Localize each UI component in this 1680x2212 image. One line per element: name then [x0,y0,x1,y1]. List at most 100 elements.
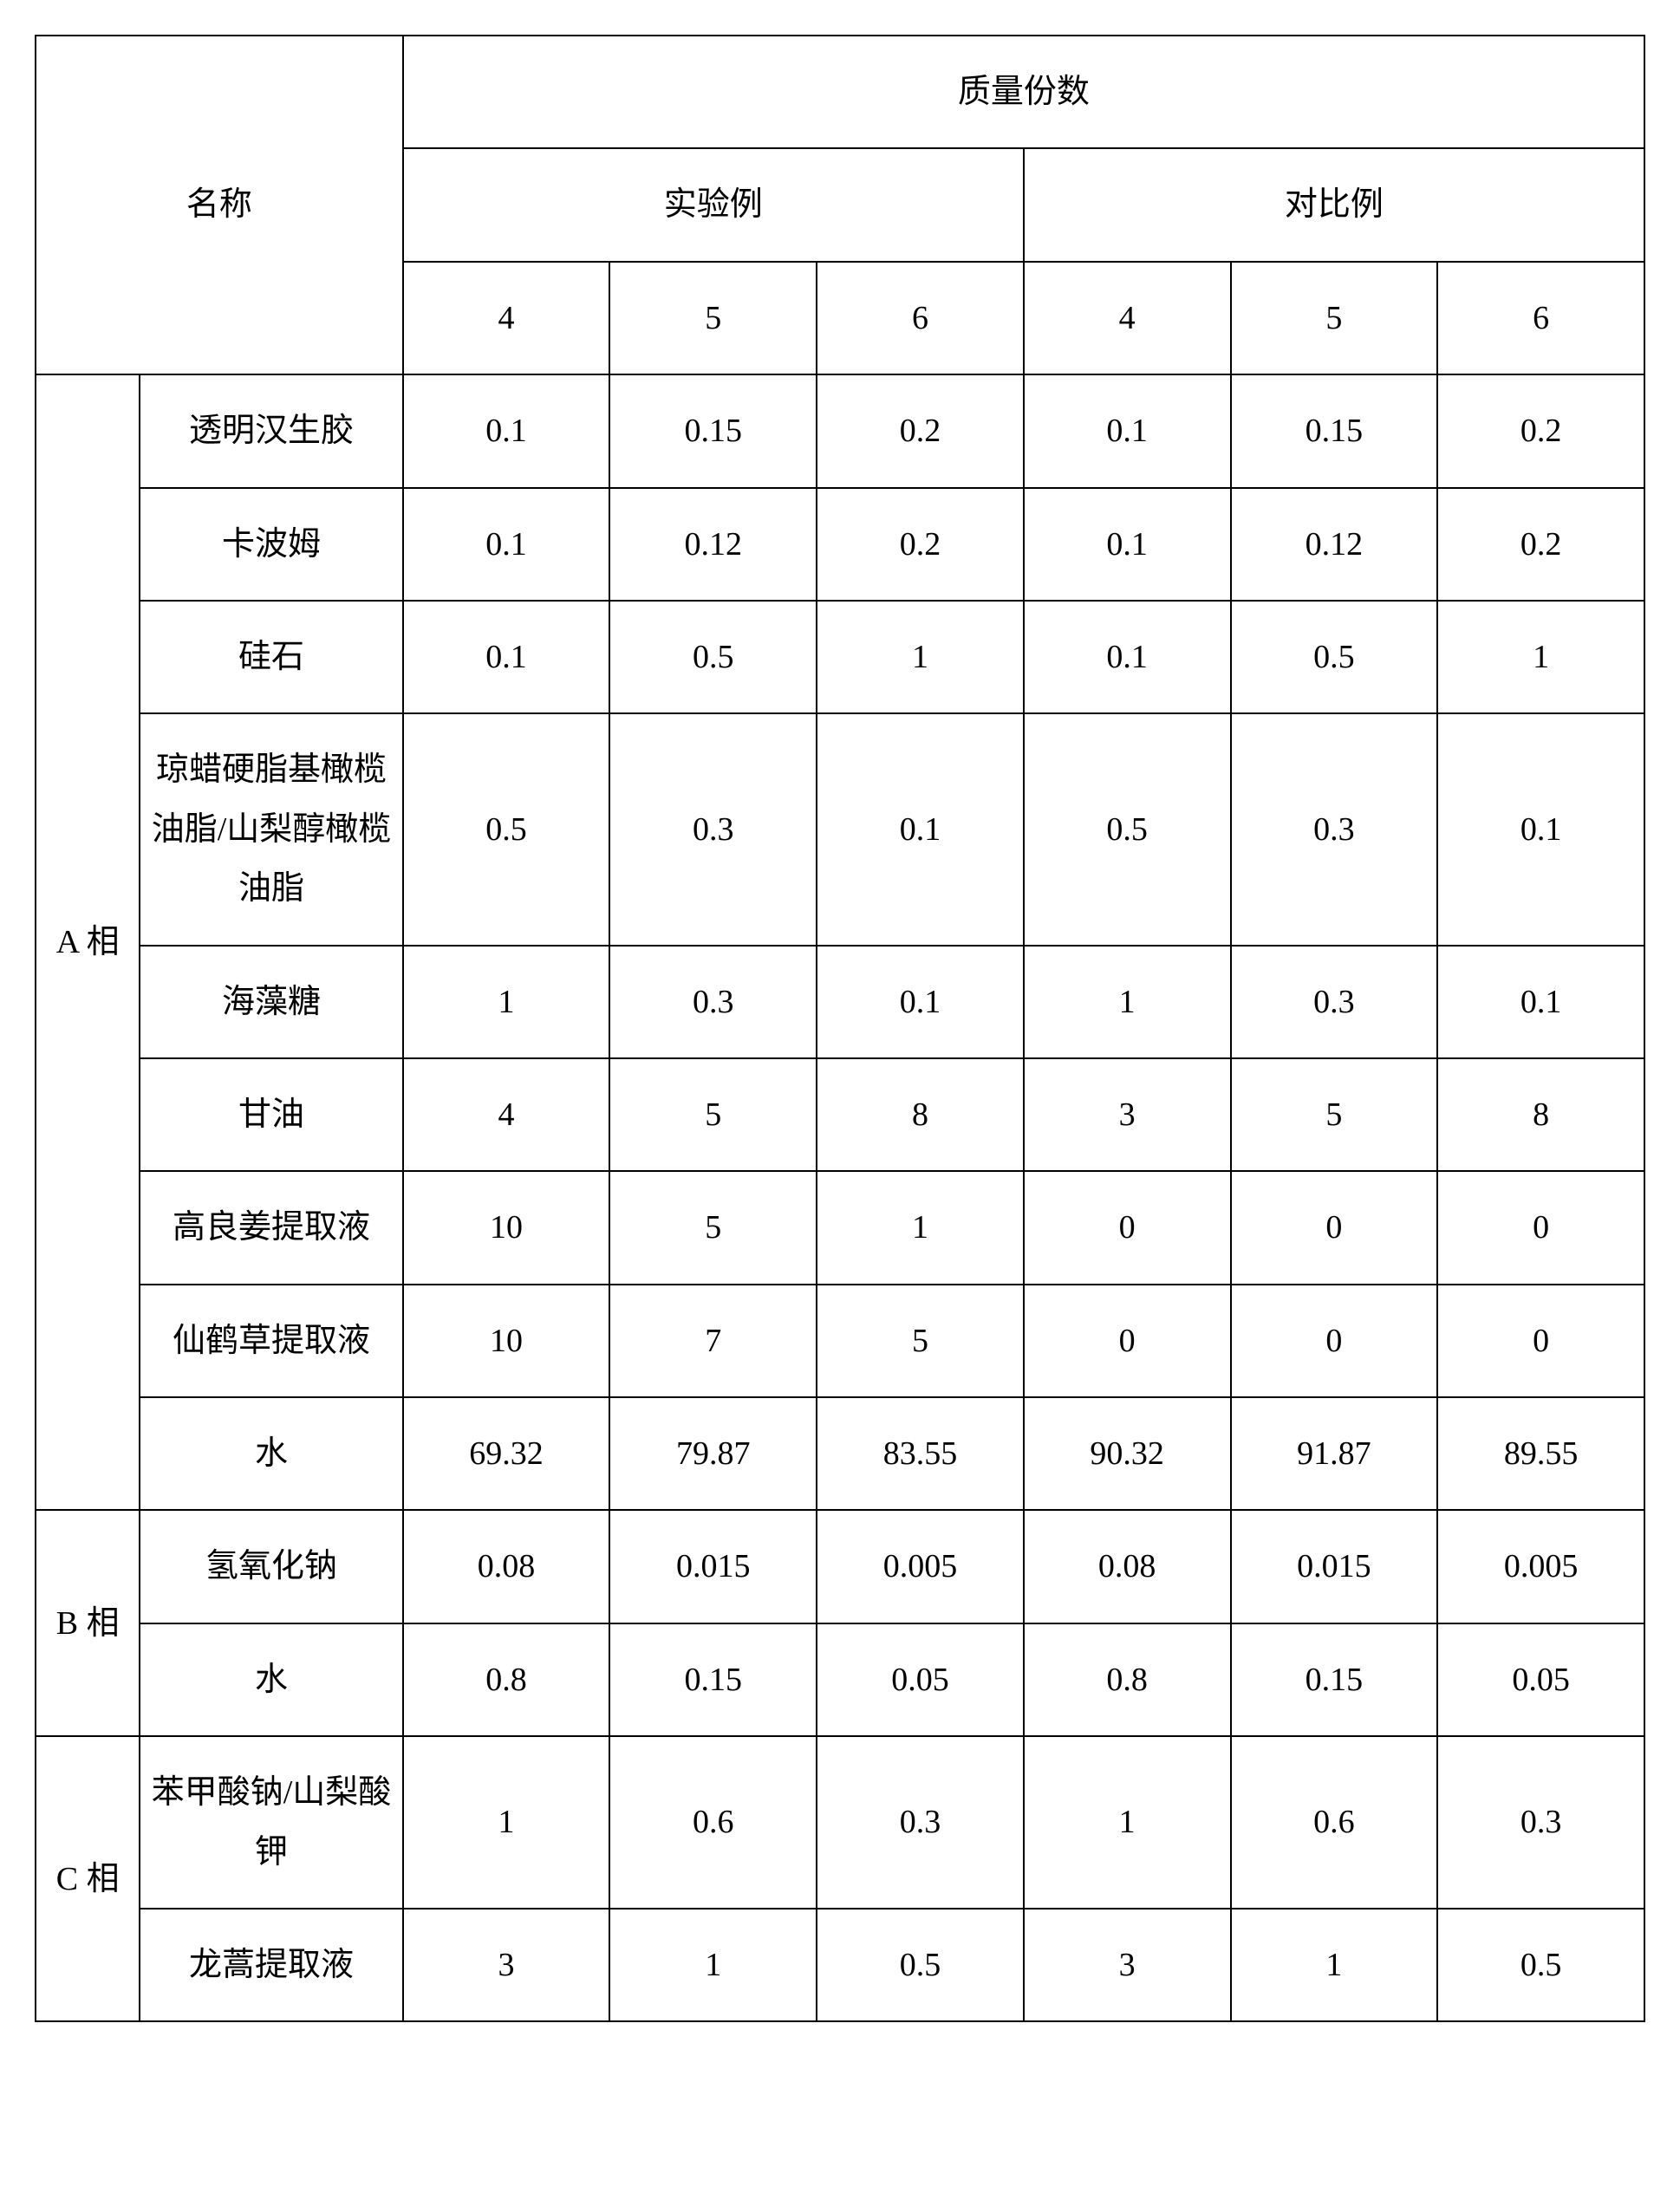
cell-value: 0.08 [1024,1510,1231,1623]
cell-value: 1 [1231,1909,1438,2021]
ingredient-name: 氢氧化钠 [140,1510,402,1623]
ingredient-name: 仙鹤草提取液 [140,1285,402,1397]
cell-value: 83.55 [817,1397,1024,1510]
ingredient-name: 透明汉生胶 [140,374,402,487]
cell-value: 0.08 [403,1510,610,1623]
cell-value: 0.15 [609,374,817,487]
name-header: 名称 [36,36,403,374]
ingredient-name: 水 [140,1397,402,1510]
cell-value: 3 [1024,1909,1231,2021]
table-row: 高良姜提取液 10 5 1 0 0 0 [36,1171,1644,1284]
cell-value: 79.87 [609,1397,817,1510]
cell-value: 0.1 [403,488,610,601]
col-header: 6 [1437,262,1644,374]
ingredient-name: 甘油 [140,1058,402,1171]
cell-value: 0.05 [1437,1623,1644,1736]
cell-value: 5 [817,1285,1024,1397]
phase-label: B 相 [36,1510,140,1736]
cell-value: 0.8 [1024,1623,1231,1736]
header-row-1: 名称 质量份数 [36,36,1644,148]
cell-value: 0.12 [1231,488,1438,601]
cell-value: 69.32 [403,1397,610,1510]
cell-value: 3 [1024,1058,1231,1171]
table-row: 海藻糖 1 0.3 0.1 1 0.3 0.1 [36,946,1644,1058]
cell-value: 0.1 [1024,374,1231,487]
cell-value: 8 [1437,1058,1644,1171]
cell-value: 0.3 [609,946,817,1058]
cell-value: 0.5 [403,713,610,945]
cell-value: 0.6 [1231,1736,1438,1909]
cell-value: 0.3 [609,713,817,945]
cell-value: 5 [609,1058,817,1171]
ingredient-name: 硅石 [140,601,402,713]
cell-value: 5 [1231,1058,1438,1171]
cell-value: 0.1 [1024,601,1231,713]
cell-value: 0.1 [1024,488,1231,601]
cell-value: 0 [1024,1285,1231,1397]
ingredient-name: 海藻糖 [140,946,402,1058]
cell-value: 0.12 [609,488,817,601]
phase-label: C 相 [36,1736,140,2021]
cell-value: 0 [1437,1171,1644,1284]
cell-value: 0.5 [817,1909,1024,2021]
col-header: 4 [1024,262,1231,374]
cell-value: 1 [1437,601,1644,713]
table-row: 水 69.32 79.87 83.55 90.32 91.87 89.55 [36,1397,1644,1510]
ingredient-name: 卡波姆 [140,488,402,601]
cell-value: 7 [609,1285,817,1397]
cell-value: 89.55 [1437,1397,1644,1510]
table-row: 水 0.8 0.15 0.05 0.8 0.15 0.05 [36,1623,1644,1736]
ctrl-header: 对比例 [1024,148,1644,261]
cell-value: 0 [1231,1285,1438,1397]
cell-value: 1 [609,1909,817,2021]
col-header: 5 [1231,262,1438,374]
col-header: 6 [817,262,1024,374]
cell-value: 0.2 [817,374,1024,487]
cell-value: 0.05 [817,1623,1024,1736]
cell-value: 1 [817,601,1024,713]
exp-header: 实验例 [403,148,1024,261]
cell-value: 0.3 [1231,946,1438,1058]
ingredient-name: 苯甲酸钠/山梨酸钾 [140,1736,402,1909]
cell-value: 0.015 [609,1510,817,1623]
cell-value: 10 [403,1285,610,1397]
cell-value: 0.5 [1437,1909,1644,2021]
ingredient-name: 琼蜡硬脂基橄榄油脂/山梨醇橄榄油脂 [140,713,402,945]
cell-value: 8 [817,1058,1024,1171]
cell-value: 0.005 [1437,1510,1644,1623]
cell-value: 3 [403,1909,610,2021]
ingredient-name: 龙蒿提取液 [140,1909,402,2021]
table-row: 仙鹤草提取液 10 7 5 0 0 0 [36,1285,1644,1397]
cell-value: 0.015 [1231,1510,1438,1623]
cell-value: 1 [403,946,610,1058]
cell-value: 0.1 [1437,713,1644,945]
col-header: 5 [609,262,817,374]
cell-value: 0.15 [609,1623,817,1736]
table-row: 卡波姆 0.1 0.12 0.2 0.1 0.12 0.2 [36,488,1644,601]
cell-value: 0.15 [1231,374,1438,487]
cell-value: 0.15 [1231,1623,1438,1736]
ingredient-name: 高良姜提取液 [140,1171,402,1284]
cell-value: 0.5 [1231,601,1438,713]
composition-table: 名称 质量份数 实验例 对比例 4 5 6 4 5 6 A 相 透明汉生胶 0.… [35,35,1645,2022]
cell-value: 0 [1231,1171,1438,1284]
cell-value: 1 [1024,946,1231,1058]
cell-value: 1 [1024,1736,1231,1909]
cell-value: 0.1 [403,374,610,487]
cell-value: 0.1 [1437,946,1644,1058]
table-row: 龙蒿提取液 3 1 0.5 3 1 0.5 [36,1909,1644,2021]
table-row: C 相 苯甲酸钠/山梨酸钾 1 0.6 0.3 1 0.6 0.3 [36,1736,1644,1909]
cell-value: 10 [403,1171,610,1284]
cell-value: 0.5 [609,601,817,713]
cell-value: 0.1 [403,601,610,713]
cell-value: 91.87 [1231,1397,1438,1510]
cell-value: 0.2 [817,488,1024,601]
cell-value: 0.005 [817,1510,1024,1623]
table-row: 琼蜡硬脂基橄榄油脂/山梨醇橄榄油脂 0.5 0.3 0.1 0.5 0.3 0.… [36,713,1644,945]
cell-value: 5 [609,1171,817,1284]
cell-value: 0.1 [817,946,1024,1058]
cell-value: 0.8 [403,1623,610,1736]
table-row: 硅石 0.1 0.5 1 0.1 0.5 1 [36,601,1644,713]
cell-value: 0.3 [1231,713,1438,945]
cell-value: 1 [403,1736,610,1909]
